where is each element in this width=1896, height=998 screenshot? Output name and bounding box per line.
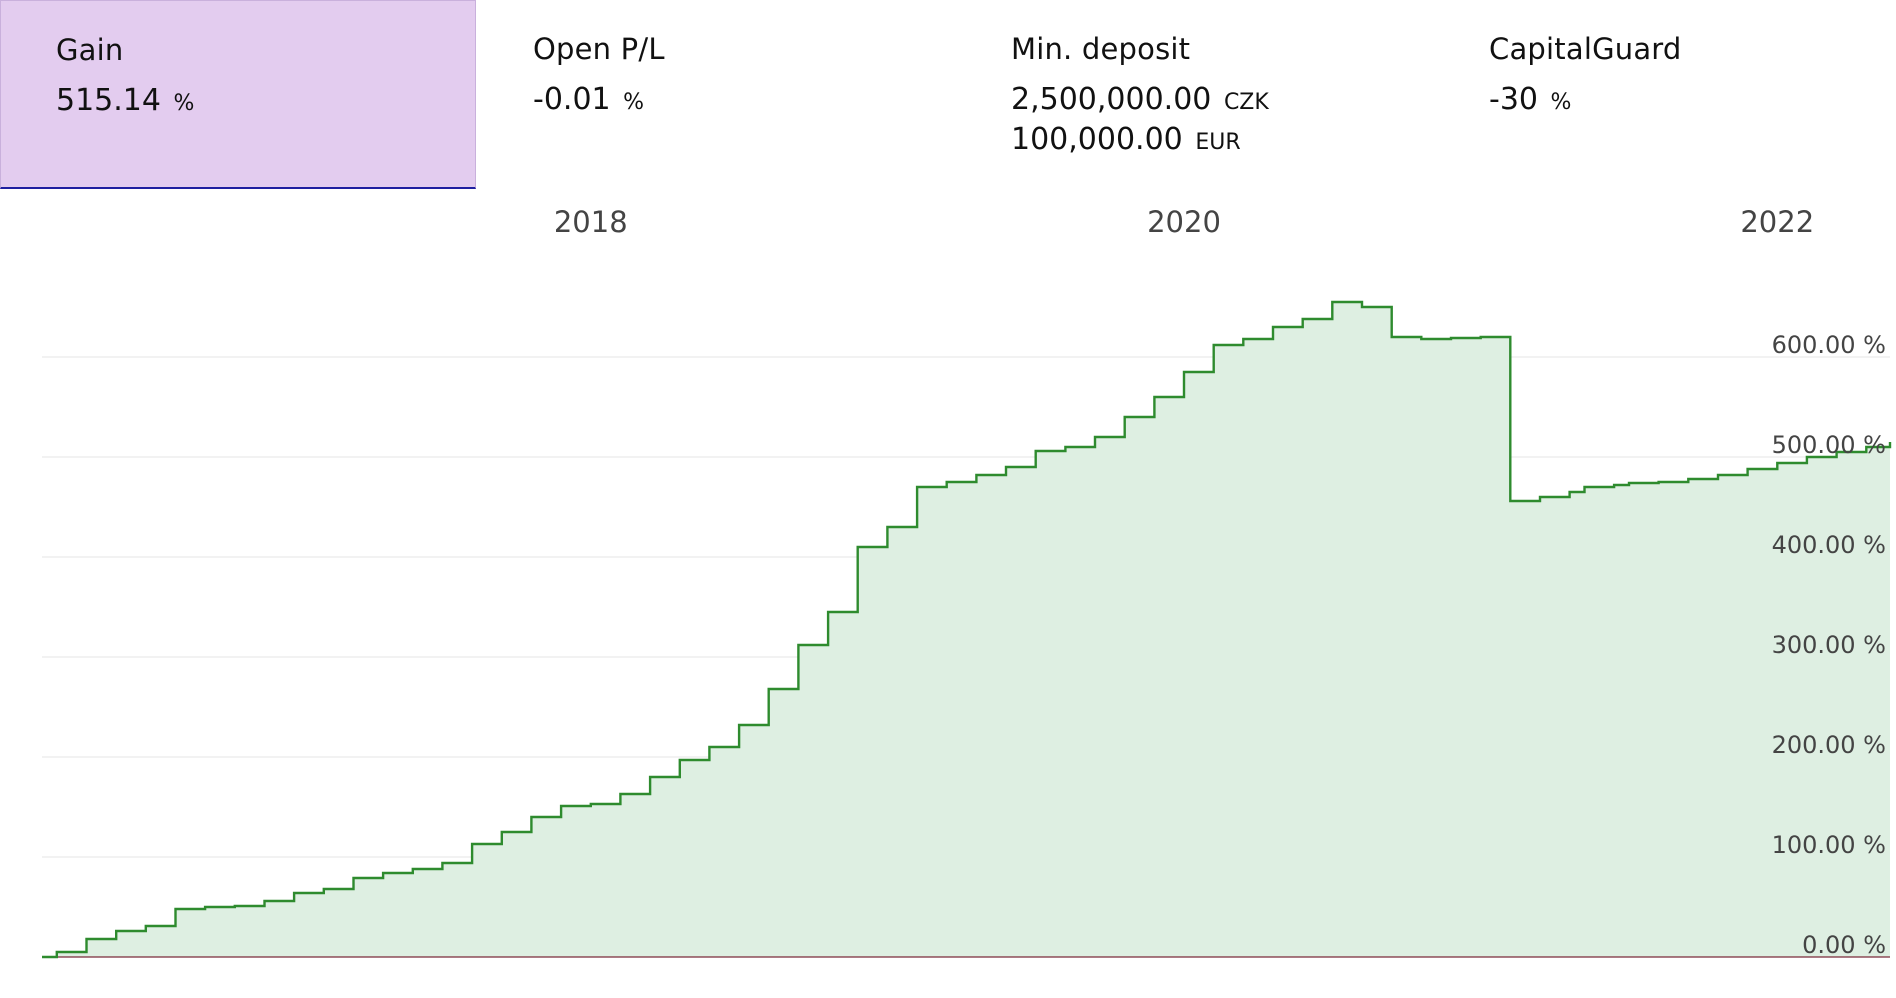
stat-label: Min. deposit <box>1011 32 1191 66</box>
stat-value: -0.01 % <box>533 82 644 121</box>
y-axis: 0.00 % 100.00 % 200.00 % 300.00 % 400.00 % 50… <box>1772 331 1886 959</box>
gain-chart[interactable]: 2018 2020 2022 0.00 % 100.00 % 200.00 % 300.0… <box>0 192 1896 998</box>
series-line <box>42 300 1892 959</box>
stat-unit: % <box>1550 90 1572 115</box>
stat-label: Open P/L <box>533 32 665 66</box>
stat-number: 2,500,000.00 <box>1011 82 1212 117</box>
stat-number: -30 <box>1489 82 1538 117</box>
stat-number: 100,000.00 <box>1011 122 1183 157</box>
stat-label: Gain <box>56 33 124 67</box>
y-tick-label: 100.00 % <box>1772 831 1886 859</box>
stat-value: 515.14 % <box>56 83 194 122</box>
stat-label: CapitalGuard <box>1489 32 1682 66</box>
stat-unit: EUR <box>1195 130 1241 155</box>
y-tick-label: 300.00 % <box>1772 631 1886 659</box>
stat-unit: % <box>173 91 195 116</box>
y-tick-label: 600.00 % <box>1772 331 1886 359</box>
stat-value: -30 % <box>1489 82 1571 121</box>
x-axis: 2018 2020 2022 <box>554 205 1814 239</box>
stat-unit: % <box>623 90 645 115</box>
x-tick-label: 2018 <box>554 205 628 239</box>
stat-number: 515.14 <box>56 83 161 118</box>
series-area <box>42 302 1890 957</box>
x-tick-label: 2022 <box>1740 205 1814 239</box>
y-tick-label: 400.00 % <box>1772 531 1886 559</box>
area-layer <box>42 300 1892 959</box>
stat-gain[interactable]: Gain 515.14 % <box>0 0 476 189</box>
stat-value-secondary: 100,000.00 EUR <box>1011 122 1241 161</box>
y-tick-label: 500.00 % <box>1772 431 1886 459</box>
stat-value: 2,500,000.00 CZK <box>1011 82 1269 121</box>
stat-capitalguard[interactable]: CapitalGuard -30 % <box>1434 0 1896 189</box>
stat-min-deposit[interactable]: Min. deposit 2,500,000.00 CZK 100,000.00… <box>956 0 1432 189</box>
y-tick-label: 200.00 % <box>1772 731 1886 759</box>
stat-number: -0.01 <box>533 82 611 117</box>
stat-open-pl[interactable]: Open P/L -0.01 % <box>478 0 954 189</box>
stat-unit: CZK <box>1223 90 1269 115</box>
stats-bar: Gain 515.14 % Open P/L -0.01 % Min. depo… <box>0 0 1896 192</box>
x-tick-label: 2020 <box>1147 205 1221 239</box>
y-tick-label: 0.00 % <box>1802 931 1886 959</box>
